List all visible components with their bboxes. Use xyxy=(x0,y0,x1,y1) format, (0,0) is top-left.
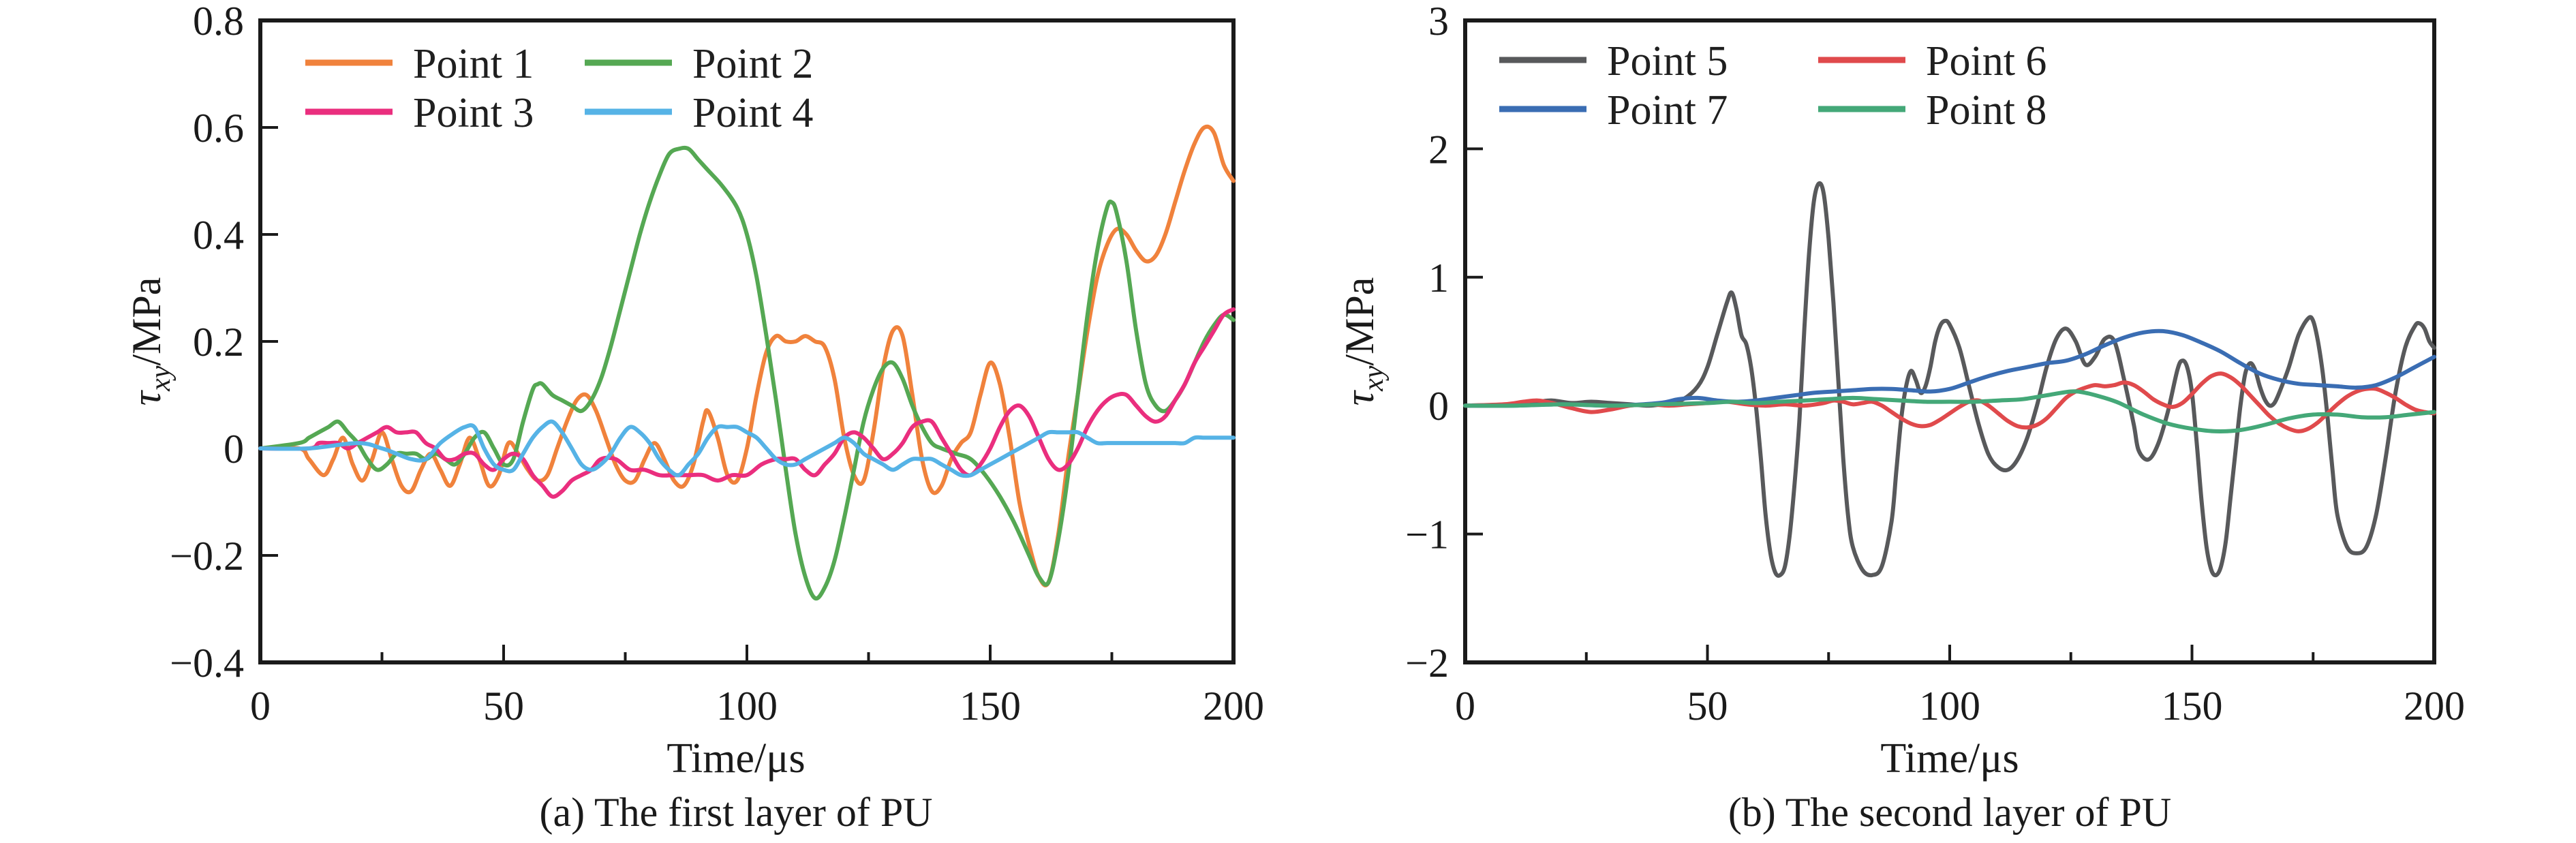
x-tick-label: 100 xyxy=(1919,684,1980,729)
chart-b-y-axis-title: τxy/MPa xyxy=(1337,198,1390,485)
chart-a-y-axis-title: τxy/MPa xyxy=(124,198,177,485)
x-tick-label: 200 xyxy=(1203,684,1264,729)
legend-label-point-2: Point 2 xyxy=(692,41,813,87)
legend-label-point-5: Point 5 xyxy=(1607,38,1728,85)
chart-b-x-axis-title: Time/μs xyxy=(1880,735,2019,782)
y-tick-label: −1 xyxy=(1405,512,1449,557)
chart-a-plot: 0 50 100 150 200 0.8 0.6 0.4 0.2 0 −0.2 −0.4 Point 1… xyxy=(170,0,1264,729)
tau-subscript: xy xyxy=(1358,365,1390,391)
x-tick-label: 0 xyxy=(1455,684,1475,729)
x-tick-label: 0 xyxy=(250,684,271,729)
series-line-point-8 xyxy=(1463,389,2436,433)
y-tick-label: 1 xyxy=(1428,256,1449,301)
y-axis-unit: /MPa xyxy=(1337,277,1382,366)
y-tick-label: 0.2 xyxy=(193,320,244,365)
series-line-point-1 xyxy=(258,124,1236,587)
y-tick-label: −0.4 xyxy=(170,641,244,686)
legend-label-point-1: Point 1 xyxy=(413,41,534,87)
x-tick-label: 50 xyxy=(1687,684,1728,729)
y-tick-label: 2 xyxy=(1428,127,1449,172)
chart-a-x-axis-title: Time/μs xyxy=(666,735,806,782)
series-line-point-5 xyxy=(1463,181,2436,578)
y-tick-label: 0.6 xyxy=(193,106,244,151)
tau-subscript: xy xyxy=(145,365,177,391)
series-line-point-3 xyxy=(258,307,1236,499)
x-tick-label: 100 xyxy=(716,684,778,729)
y-tick-label: 0 xyxy=(224,427,244,472)
y-tick-label: −0.2 xyxy=(170,534,244,579)
series-line-point-4 xyxy=(258,419,1236,478)
y-axis-unit: /MPa xyxy=(124,277,169,366)
tau-symbol: τ xyxy=(124,390,169,406)
legend-label-point-4: Point 4 xyxy=(692,90,813,136)
y-tick-label: 0.8 xyxy=(193,0,244,44)
y-tick-label: 0 xyxy=(1428,384,1449,429)
chart-a-caption: (a) The first layer of PU xyxy=(539,790,933,835)
tau-symbol: τ xyxy=(1337,390,1382,406)
series-line-point-2 xyxy=(258,145,1236,601)
x-tick-label: 200 xyxy=(2404,684,2465,729)
x-tick-label: 150 xyxy=(960,684,1021,729)
chart-b-caption: (b) The second layer of PU xyxy=(1728,790,2172,835)
legend-label-point-6: Point 6 xyxy=(1926,38,2046,85)
legend-label-point-3: Point 3 xyxy=(413,90,534,136)
x-tick-label: 50 xyxy=(483,684,524,729)
legend-label-point-7: Point 7 xyxy=(1607,87,1728,134)
y-tick-label: 3 xyxy=(1428,0,1449,44)
y-tick-label: −2 xyxy=(1405,641,1449,686)
y-tick-label: 0.4 xyxy=(193,213,244,258)
x-tick-label: 150 xyxy=(2162,684,2223,729)
legend-label-point-8: Point 8 xyxy=(1926,87,2046,134)
